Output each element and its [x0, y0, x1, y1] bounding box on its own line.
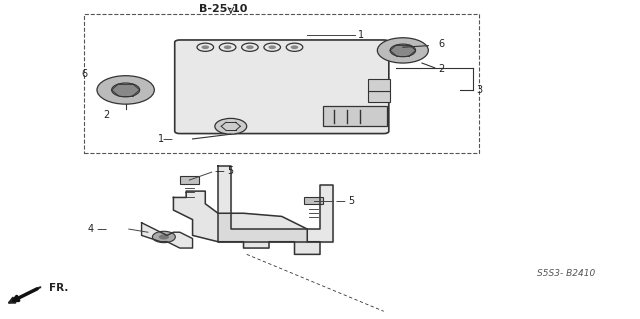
Bar [304, 197, 323, 204]
Circle shape [159, 234, 169, 240]
Bar [368, 79, 390, 91]
Bar [84, 14, 479, 153]
Circle shape [202, 45, 209, 49]
Circle shape [224, 45, 232, 49]
Text: 2: 2 [438, 64, 444, 74]
Text: 6: 6 [81, 69, 87, 79]
Text: S5S3- B2410: S5S3- B2410 [537, 269, 595, 278]
Circle shape [152, 231, 175, 243]
Circle shape [378, 38, 428, 63]
Text: — 5: — 5 [336, 196, 355, 206]
Text: FR.: FR. [49, 283, 68, 293]
Text: 2: 2 [104, 110, 109, 121]
Polygon shape [141, 223, 193, 248]
Circle shape [97, 76, 154, 104]
Circle shape [268, 45, 276, 49]
Circle shape [215, 118, 246, 134]
Text: 1—: 1— [157, 134, 173, 144]
Text: — 5: — 5 [215, 166, 234, 176]
Text: 6: 6 [438, 39, 444, 49]
Circle shape [390, 44, 415, 57]
Bar [323, 106, 387, 126]
Text: B-25-10: B-25-10 [199, 4, 247, 14]
Circle shape [291, 45, 298, 49]
Text: 3: 3 [476, 85, 483, 95]
Circle shape [246, 45, 253, 49]
Text: 4 —: 4 — [88, 224, 106, 234]
Text: 1: 1 [358, 30, 364, 40]
Polygon shape [173, 191, 320, 254]
Bar [368, 91, 390, 102]
FancyBboxPatch shape [175, 40, 389, 134]
Polygon shape [218, 166, 333, 242]
Circle shape [111, 83, 140, 97]
Bar [180, 176, 199, 184]
